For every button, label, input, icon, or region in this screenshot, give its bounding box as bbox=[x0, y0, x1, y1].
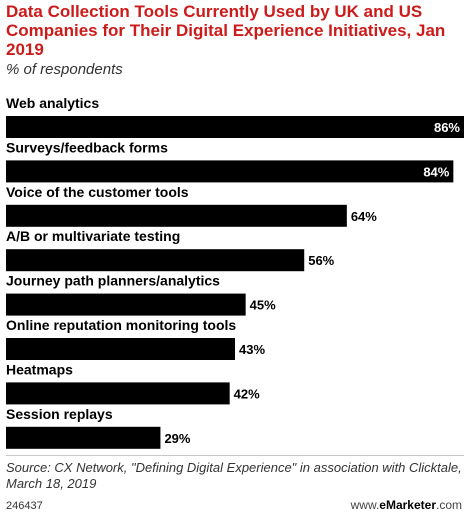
divider bbox=[6, 455, 464, 456]
bar bbox=[6, 204, 347, 227]
bar bbox=[6, 116, 464, 138]
value-label: 43% bbox=[239, 342, 265, 357]
value-label: 29% bbox=[164, 431, 190, 446]
chart-id: 246437 bbox=[6, 500, 43, 512]
bar bbox=[6, 382, 230, 405]
category-label: Session replays bbox=[6, 406, 113, 422]
category-label: Surveys/feedback forms bbox=[6, 139, 168, 155]
category-label: Voice of the customer tools bbox=[6, 184, 189, 200]
bar bbox=[6, 293, 246, 316]
source-note: Source: CX Network, "Defining Digital Ex… bbox=[6, 460, 462, 491]
value-label: 86% bbox=[434, 120, 460, 135]
bar bbox=[6, 338, 235, 360]
value-label: 84% bbox=[423, 164, 449, 179]
category-label: Heatmaps bbox=[6, 361, 73, 377]
chart-title: Data Collection Tools Currently Used by … bbox=[6, 2, 446, 59]
value-label: 56% bbox=[308, 253, 334, 268]
bar bbox=[6, 426, 161, 449]
logo-suffix: .com bbox=[435, 498, 462, 512]
value-label: 45% bbox=[250, 298, 276, 313]
logo-prefix: www. bbox=[350, 498, 380, 512]
bar bbox=[6, 160, 454, 183]
value-label: 42% bbox=[234, 386, 260, 401]
category-label: Web analytics bbox=[6, 95, 99, 111]
emarketer-logo: www.eMarketer.com bbox=[351, 498, 462, 512]
chart-subtitle: % of respondents bbox=[6, 61, 123, 78]
category-label: Online reputation monitoring tools bbox=[6, 317, 236, 333]
category-label: Journey path planners/analytics bbox=[6, 273, 220, 289]
category-label: A/B or multivariate testing bbox=[6, 228, 180, 244]
bar-chart: Web analytics 86% Surveys/feedback forms 84… bbox=[6, 95, 464, 449]
value-label: 64% bbox=[351, 209, 377, 224]
bar bbox=[6, 249, 305, 272]
logo-brand: eMarketer bbox=[379, 498, 436, 512]
